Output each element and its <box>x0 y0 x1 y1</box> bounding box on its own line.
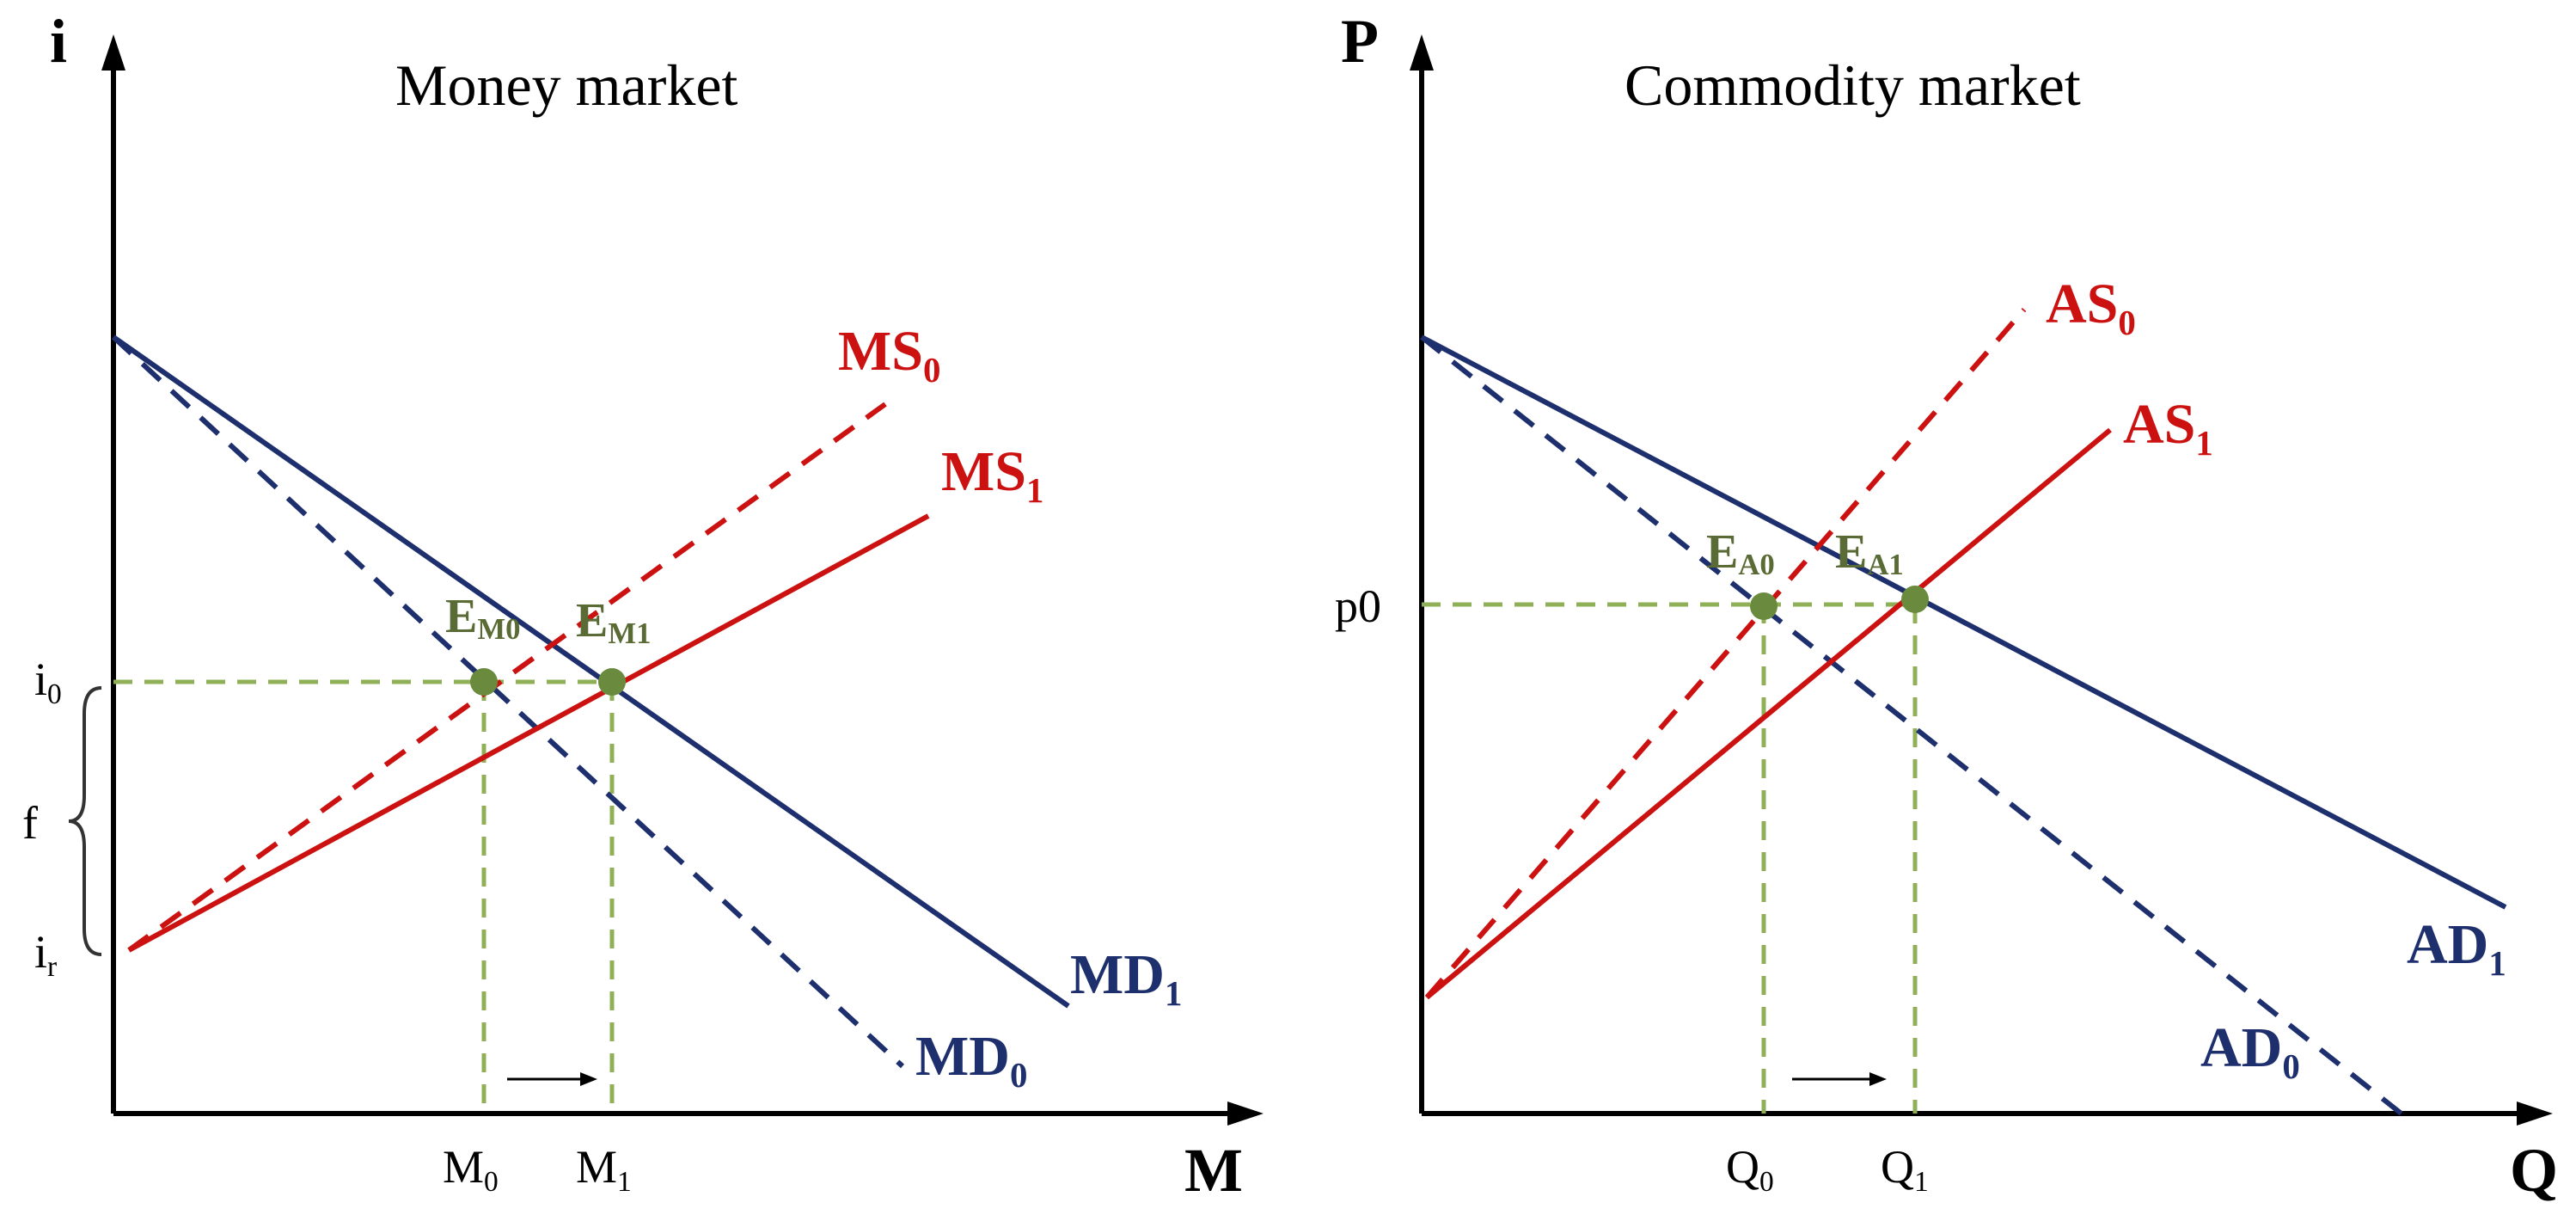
commodity-EA1-label: EA1 <box>1835 525 1904 581</box>
commodity-EA0-label: EA0 <box>1706 525 1775 581</box>
commodity-AS1-curve <box>1425 427 2112 1000</box>
commodity-x-axis-label: Q <box>2510 1136 2558 1205</box>
commodity-x-axis-arrow <box>2517 1101 2553 1126</box>
commodity-tick-Q1: Q1 <box>1881 1141 1929 1198</box>
commodity-AS1-label: AS1 <box>2123 393 2213 463</box>
money-tick-M1: M1 <box>576 1141 632 1198</box>
money-y-axis-label: i <box>50 7 67 76</box>
commodity-tick-p0: p0 <box>1335 580 1381 632</box>
money-market-title: Money market <box>395 52 738 118</box>
money-EM0-label: EM0 <box>445 590 521 646</box>
commodity-AS0-label: AS0 <box>2046 273 2136 342</box>
money-y-axis-arrow <box>101 34 125 71</box>
commodity-EA0-point <box>1750 592 1778 620</box>
money-MD0-curve <box>111 334 905 1069</box>
commodity-AD1-curve <box>1420 334 2507 910</box>
money-MD1-curve <box>112 334 1070 1009</box>
commodity-EA1-point <box>1901 586 1929 613</box>
money-f-brace <box>68 686 102 956</box>
money-x-axis-arrow <box>1227 1101 1264 1126</box>
commodity-AD1-label: AD1 <box>2407 913 2506 983</box>
money-MD1-label: MD1 <box>1070 943 1182 1013</box>
money-EM0-point <box>470 668 498 696</box>
commodity-AD0-label: AD0 <box>2200 1016 2300 1086</box>
money-tick-ir: ir <box>34 926 57 983</box>
commodity-AD0-curve <box>1420 334 2408 1120</box>
commodity-y-axis-arrow <box>1410 34 1434 71</box>
money-tick-i0: i0 <box>34 654 62 710</box>
money-MS1-label: MS1 <box>941 440 1043 510</box>
money-tick-M0: M0 <box>443 1141 499 1198</box>
money-shift-arrowhead <box>580 1072 597 1086</box>
money-x-axis-label: M <box>1184 1136 1243 1205</box>
money-MS0-label: MS0 <box>838 320 940 390</box>
commodity-tick-Q0: Q0 <box>1726 1141 1774 1198</box>
commodity-market-title: Commodity market <box>1625 52 2081 118</box>
money-MS0-curve <box>127 402 887 953</box>
commodity-AS0-curve <box>1424 308 2027 999</box>
money-EM1-label: EM1 <box>576 594 652 650</box>
commodity-y-axis-label: P <box>1341 7 1379 76</box>
commodity-market-panel: Commodity market P Q p0 Q0 Q1 EA0 EA1 AS… <box>1335 7 2558 1205</box>
money-tick-f: f <box>22 797 38 849</box>
money-MS1-curve <box>127 513 930 953</box>
money-EM1-point <box>598 668 626 696</box>
commodity-shift-arrowhead <box>1869 1072 1887 1086</box>
money-market-panel: Money market i M i0 f ir M0 M1 EM0 EM1 <box>22 7 1264 1205</box>
money-MD0-label: MD0 <box>915 1025 1027 1095</box>
